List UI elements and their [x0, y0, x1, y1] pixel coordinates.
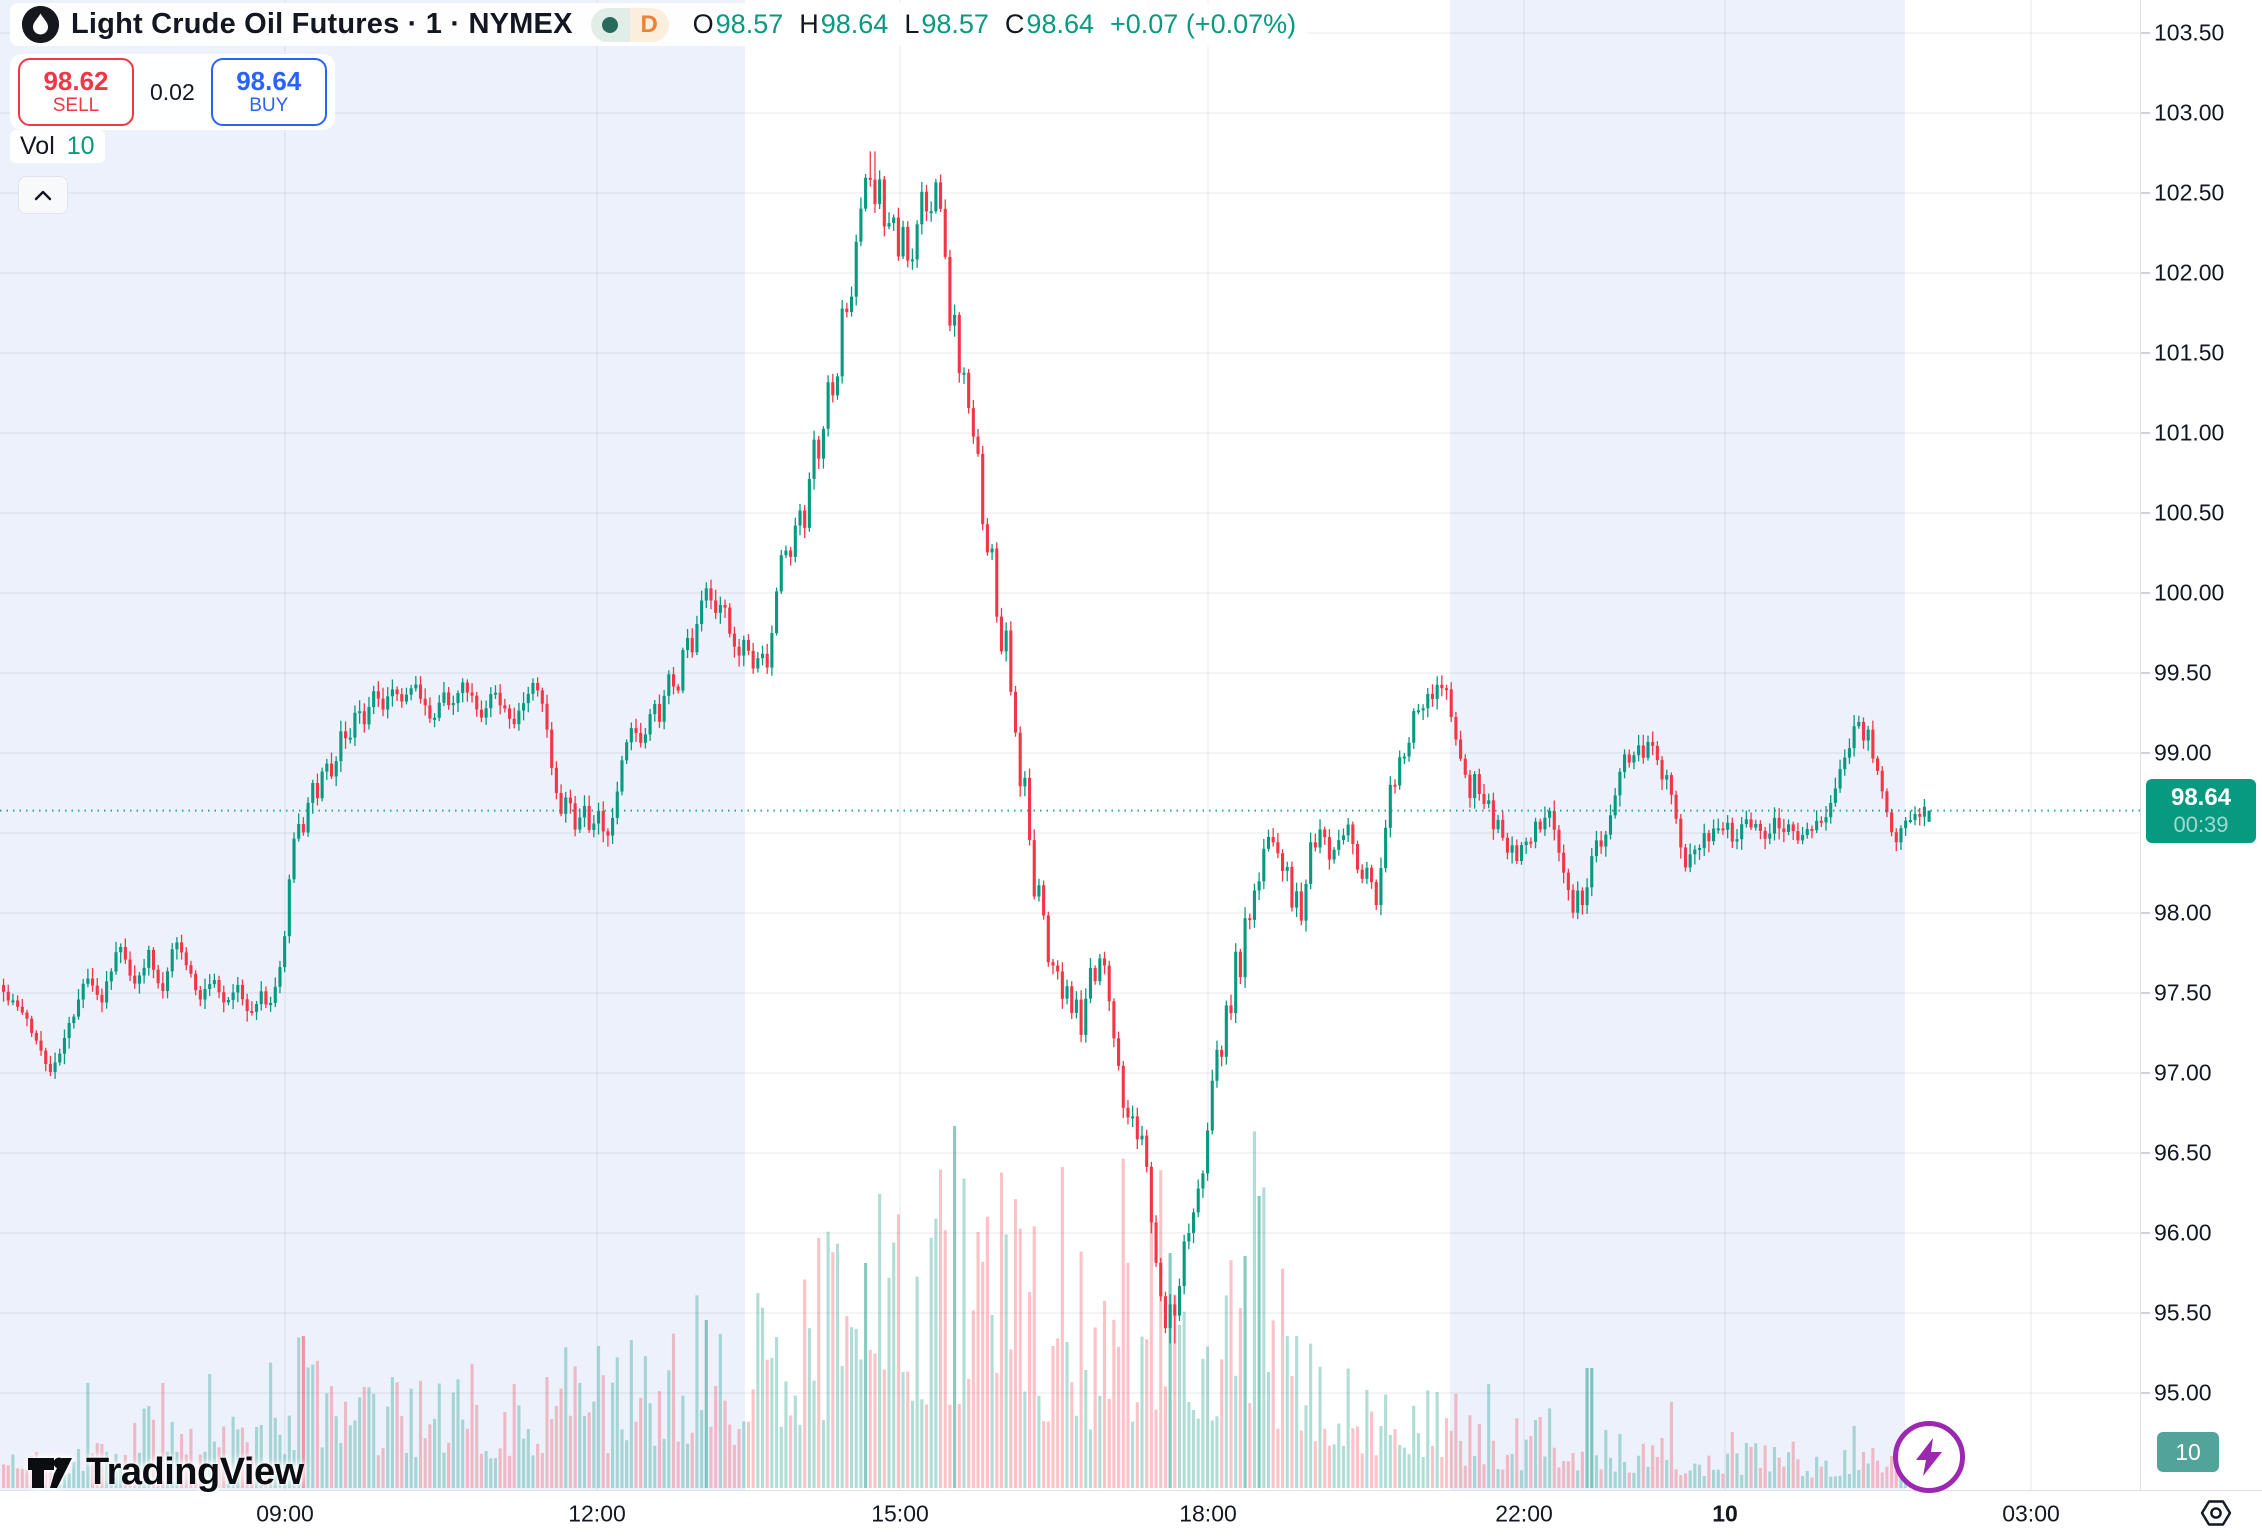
watermark-text: TradingView [86, 1450, 304, 1493]
price-tick [2141, 1392, 2150, 1394]
market-status-pill[interactable]: D [590, 7, 669, 42]
tradingview-logo-icon [28, 1457, 72, 1488]
price-tick [2141, 512, 2150, 514]
price-tick [2141, 752, 2150, 754]
price-tick-label: 101.50 [2154, 339, 2225, 366]
interval-letter: D [629, 7, 669, 42]
price-tick [2141, 1072, 2150, 1074]
buy-sell-widget: 98.62 SELL 0.02 98.64 BUY [10, 54, 335, 130]
time-tick-label: 18:00 [1179, 1500, 1237, 1527]
price-tick [2141, 1312, 2150, 1314]
price-tick [2141, 1152, 2150, 1154]
price-tick [2141, 192, 2150, 194]
time-tick-label: 03:00 [2002, 1500, 2060, 1527]
change-value: +0.07 (+0.07%) [1110, 9, 1297, 39]
time-axis[interactable]: 09:00 12:00 15:00 18:00 22:00 10 03:00 [0, 1490, 2262, 1537]
last-price-badge[interactable]: 98.64 00:39 [2146, 778, 2256, 843]
price-tick-label: 102.50 [2154, 179, 2225, 206]
axis-settings-button[interactable] [2198, 1497, 2234, 1529]
grid-lines [0, 0, 2140, 1490]
price-tick-label: 101.00 [2154, 419, 2225, 446]
price-tick [2141, 1232, 2150, 1234]
price-tick-label: 95.50 [2154, 1299, 2212, 1326]
quick-trade-button[interactable] [1893, 1421, 1965, 1493]
price-tick-label: 100.00 [2154, 579, 2225, 606]
volume-axis-badge: 10 [2157, 1432, 2219, 1472]
price-tick-label: 96.00 [2154, 1219, 2212, 1246]
price-tick-label: 99.00 [2154, 739, 2212, 766]
time-tick-label: 12:00 [568, 1500, 626, 1527]
price-tick [2141, 272, 2150, 274]
price-tick-label: 103.00 [2154, 99, 2225, 126]
price-tick [2141, 352, 2150, 354]
price-axis[interactable]: 98.64 00:39 10 103.50 103.00 102.50 102.00 1… [2140, 0, 2262, 1490]
gear-icon [2200, 1500, 2232, 1526]
buy-button[interactable]: 98.64 BUY [210, 58, 327, 126]
tradingview-watermark: TradingView [26, 1448, 304, 1496]
market-open-dot-icon [602, 16, 619, 33]
price-tick [2141, 112, 2150, 114]
volume-legend[interactable]: Vol 10 [10, 130, 105, 163]
price-tick [2141, 32, 2150, 34]
candles [2, 151, 1931, 1344]
collapse-legend-button[interactable] [18, 176, 68, 214]
price-tick [2141, 672, 2150, 674]
lightning-bolt-icon [1916, 1438, 1942, 1476]
price-tick-label: 100.50 [2154, 499, 2225, 526]
price-tick-label: 95.00 [2154, 1379, 2212, 1406]
spread-value: 0.02 [150, 78, 195, 105]
bar-countdown: 00:39 [2173, 811, 2229, 837]
price-tick-label: 102.00 [2154, 259, 2225, 286]
price-tick [2141, 992, 2150, 994]
price-tick [2141, 592, 2150, 594]
price-tick [2141, 912, 2150, 914]
price-tick-label: 96.50 [2154, 1139, 2212, 1166]
session-highlight-bands [0, 0, 1905, 1490]
sell-button[interactable]: 98.62 SELL [18, 58, 134, 126]
time-tick-label: 15:00 [871, 1500, 929, 1527]
price-tick-label: 99.50 [2154, 659, 2212, 686]
oil-drop-logo-icon [22, 6, 59, 43]
price-tick-label: 103.50 [2154, 19, 2225, 46]
time-tick-label: 09:00 [256, 1500, 314, 1527]
volume-bars [2, 1126, 1931, 1488]
time-tick-label: 22:00 [1495, 1500, 1553, 1527]
price-tick [2141, 432, 2150, 434]
time-tick-label: 10 [1712, 1500, 1738, 1527]
symbol-title[interactable]: Light Crude Oil Futures · 1 · NYMEX [71, 8, 573, 40]
ohlc-values: O 98.57 H 98.64 L 98.57 C 98.64 +0.07 (+0.07… [692, 9, 1297, 39]
chevron-up-icon [34, 190, 52, 200]
price-tick-label: 97.50 [2154, 979, 2212, 1006]
price-tick-label: 97.00 [2154, 1059, 2212, 1086]
price-tick-label: 98.00 [2154, 899, 2212, 926]
